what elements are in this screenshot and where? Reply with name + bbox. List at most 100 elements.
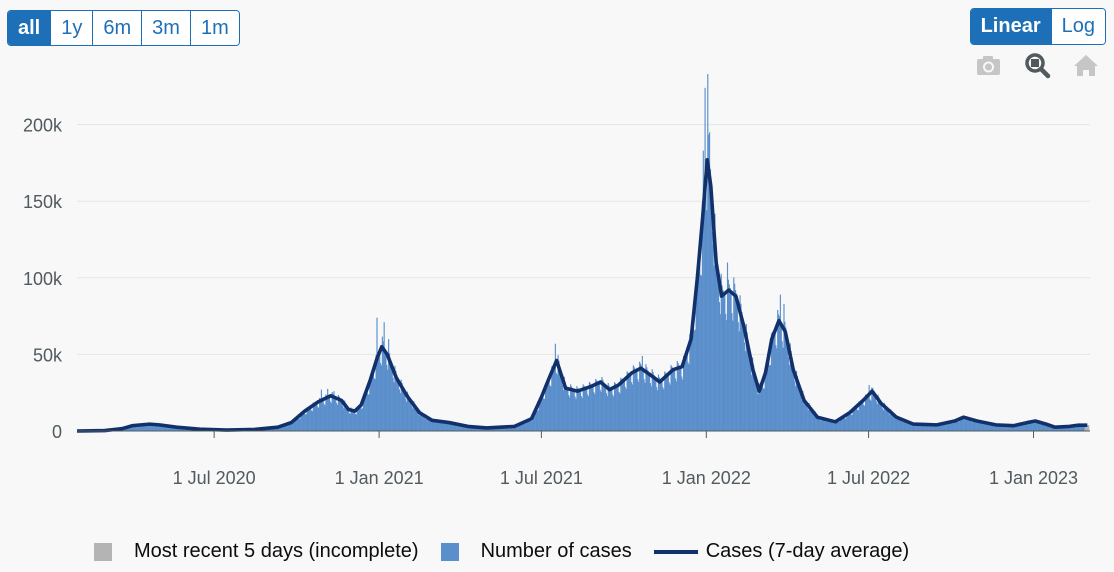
case-bar [961, 417, 963, 431]
case-bar [586, 388, 588, 431]
case-bar [1046, 425, 1048, 431]
case-bar [321, 399, 323, 431]
case-bar [409, 398, 411, 431]
case-bar [683, 355, 686, 431]
case-bar [815, 413, 817, 431]
scale-log-button[interactable]: Log [1050, 9, 1105, 44]
case-bar [898, 417, 900, 431]
case-bar [428, 417, 430, 431]
case-bar [906, 421, 908, 431]
case-bar [819, 419, 821, 431]
case-bar [749, 352, 751, 431]
case-bar [761, 385, 763, 431]
case-bar [302, 412, 305, 431]
case-bar [440, 421, 443, 431]
case-bar [758, 382, 760, 431]
legend-item-incomplete[interactable]: Most recent 5 days (incomplete) [94, 540, 419, 563]
case-bar [384, 348, 386, 431]
case-bar [663, 389, 665, 431]
case-bar [1081, 425, 1083, 431]
case-bar [926, 425, 928, 431]
case-bar [436, 422, 438, 431]
case-bar [1059, 426, 1061, 431]
case-bar [449, 424, 452, 431]
case-bar [867, 395, 869, 431]
case-bar [921, 423, 923, 431]
case-bar [311, 411, 314, 431]
camera-icon[interactable] [970, 50, 1006, 82]
case-bar [531, 421, 533, 431]
case-bar [363, 394, 366, 431]
case-bar [690, 334, 692, 431]
case-bar [440, 420, 442, 431]
range-3m-button[interactable]: 3m [141, 11, 190, 45]
case-bar [888, 413, 890, 431]
case-bar [774, 332, 776, 431]
case-bar [143, 423, 145, 431]
case-bar [475, 427, 477, 431]
case-bar [511, 427, 513, 431]
case-bar [989, 425, 991, 431]
case-bar [309, 407, 311, 431]
case-bar [811, 408, 813, 431]
range-6m-button[interactable]: 6m [92, 11, 142, 45]
case-bar [697, 271, 699, 431]
case-bar [1014, 426, 1016, 431]
case-bar [419, 410, 421, 431]
case-bar [392, 377, 394, 431]
case-bar [941, 423, 943, 431]
case-bar [451, 422, 453, 431]
legend-item-bars[interactable]: Number of cases [440, 540, 632, 563]
case-bar [922, 423, 924, 431]
case-bar [848, 412, 850, 431]
case-bar [720, 273, 722, 431]
case-bar [958, 421, 960, 431]
y-tick-label: 150k [23, 192, 63, 212]
case-bar [413, 400, 415, 431]
case-bar [968, 418, 971, 431]
case-bar [789, 343, 791, 431]
case-bar [1072, 425, 1075, 431]
case-bar [542, 395, 544, 431]
case-bar [1001, 425, 1003, 431]
case-bar [472, 426, 474, 431]
case-bar [769, 365, 771, 431]
case-bar [1030, 421, 1032, 431]
case-bar [344, 400, 346, 431]
case-bar [400, 379, 402, 431]
case-bar [745, 323, 747, 431]
case-bar [1078, 424, 1080, 431]
case-bar [988, 424, 990, 431]
case-bar [446, 421, 448, 431]
case-bar [649, 383, 651, 431]
case-bar [878, 397, 880, 431]
case-bar [146, 424, 148, 431]
range-1m-button[interactable]: 1m [189, 11, 239, 45]
legend-item-line[interactable]: Cases (7-day average) [653, 540, 909, 563]
case-bar [573, 390, 575, 431]
case-bar [928, 424, 930, 431]
case-bar [866, 395, 868, 431]
case-bar [764, 368, 766, 431]
case-bar [868, 385, 870, 431]
case-bar [596, 380, 598, 431]
home-icon[interactable] [1068, 50, 1104, 82]
case-bar [721, 285, 723, 431]
case-bar [805, 402, 807, 431]
case-bar [964, 420, 966, 431]
case-bar [1012, 425, 1014, 431]
case-bar [851, 414, 853, 431]
range-all-button[interactable]: all [8, 11, 51, 45]
case-bar [417, 413, 419, 431]
zoom-icon[interactable] [1020, 50, 1056, 82]
scale-linear-button[interactable]: Linear [970, 9, 1051, 44]
case-bar [601, 376, 603, 431]
case-bar [994, 424, 996, 431]
case-bar [750, 367, 752, 431]
range-1y-button[interactable]: 1y [50, 11, 93, 45]
case-bar [337, 394, 340, 431]
case-bar [343, 408, 345, 431]
case-bar [882, 410, 885, 431]
case-bar [756, 389, 758, 431]
case-bar [466, 426, 469, 431]
